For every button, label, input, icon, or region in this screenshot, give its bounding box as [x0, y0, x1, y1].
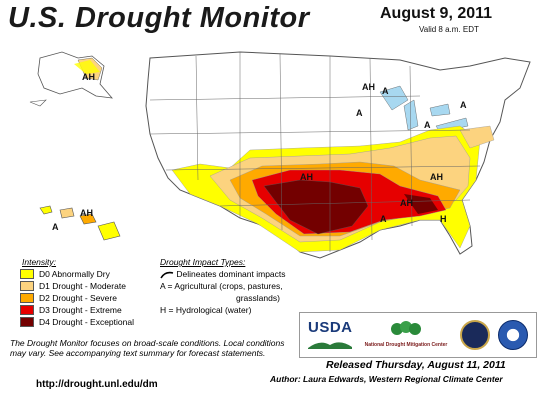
label-a-east: A: [424, 120, 431, 130]
author-info: Author: Laura Edwards, Western Regional …: [270, 374, 503, 384]
label-ah-south: AH: [400, 198, 413, 208]
impact-title: Drought Impact Types:: [160, 257, 246, 267]
page-title: U.S. Drought Monitor: [8, 2, 310, 34]
label-ah-southeast: AH: [430, 172, 443, 182]
legend-swatch: [20, 317, 34, 327]
legend-d3: D3 Drought - Extreme: [20, 305, 122, 315]
doc-seal-icon: [498, 320, 528, 350]
intensity-title: Intensity:: [22, 257, 57, 267]
ndmc-tree-icon: [391, 321, 421, 335]
impact-hydro: H = Hydrological (water): [160, 305, 252, 315]
legend-swatch: [20, 293, 34, 303]
impact-dominant: Delineates dominant impacts: [160, 269, 286, 279]
impact-labels: AH A A A A AH AH AH H A: [300, 82, 467, 224]
legend-swatch: [20, 281, 34, 291]
hawaii-label-ah: AH: [80, 208, 93, 218]
dominant-line-icon: [160, 271, 174, 279]
impact-agri: A = Agricultural (crops, pastures,: [160, 281, 283, 291]
legend-swatch: [20, 269, 34, 279]
legend-d1: D1 Drought - Moderate: [20, 281, 126, 291]
label-a-central: A: [356, 108, 363, 118]
alaska: AH: [29, 51, 113, 107]
state-lines: [149, 52, 481, 252]
logos-box: USDA National Drought Mitigation Center: [299, 312, 537, 358]
legend-d2: D2 Drought - Severe: [20, 293, 117, 303]
usda-logo: USDA: [308, 319, 352, 349]
usda-logo-text: USDA: [308, 319, 353, 336]
valid-time: Valid 8 a.m. EDT: [419, 25, 479, 34]
hawaii-label-a: A: [52, 222, 59, 232]
release-info: Released Thursday, August 11, 2011: [326, 359, 506, 371]
label-h-gulf: H: [440, 214, 447, 224]
legend-swatch: [20, 305, 34, 315]
alaska-label: AH: [82, 72, 95, 82]
legend-d0: D0 Abnormally Dry: [20, 269, 110, 279]
disclaimer-note: The Drought Monitor focuses on broad-sca…: [10, 338, 285, 358]
label-a-south: A: [380, 214, 387, 224]
label-ah-texas: AH: [300, 172, 313, 182]
impact-dominant-label: Delineates dominant impacts: [176, 269, 286, 279]
legend-label: D1 Drought - Moderate: [39, 281, 126, 291]
legend-d4: D4 Drought - Exceptional: [20, 317, 134, 327]
legend-label: D3 Drought - Extreme: [39, 305, 122, 315]
source-url[interactable]: http://drought.unl.edu/dm: [36, 379, 158, 390]
legend-label: D0 Abnormally Dry: [39, 269, 110, 279]
drought-map: AH AH A AH A A A A AH AH AH H: [29, 51, 531, 259]
map-date: August 9, 2011: [380, 5, 493, 22]
usda-hills-icon: [308, 342, 352, 349]
label-a-ne: A: [460, 100, 467, 110]
label-ah-midwest: AH: [362, 82, 375, 92]
label-a-midwest: A: [382, 86, 389, 96]
legend-label: D2 Drought - Severe: [39, 293, 117, 303]
hawaii: AH A: [39, 205, 121, 241]
legend-label: D4 Drought - Exceptional: [39, 317, 134, 327]
noaa-seal-icon: [460, 320, 490, 350]
ndmc-logo-text: National Drought Mitigation Center: [364, 342, 448, 348]
ndmc-logo: National Drought Mitigation Center: [358, 321, 454, 351]
impact-agri-cont: grasslands): [236, 293, 280, 303]
